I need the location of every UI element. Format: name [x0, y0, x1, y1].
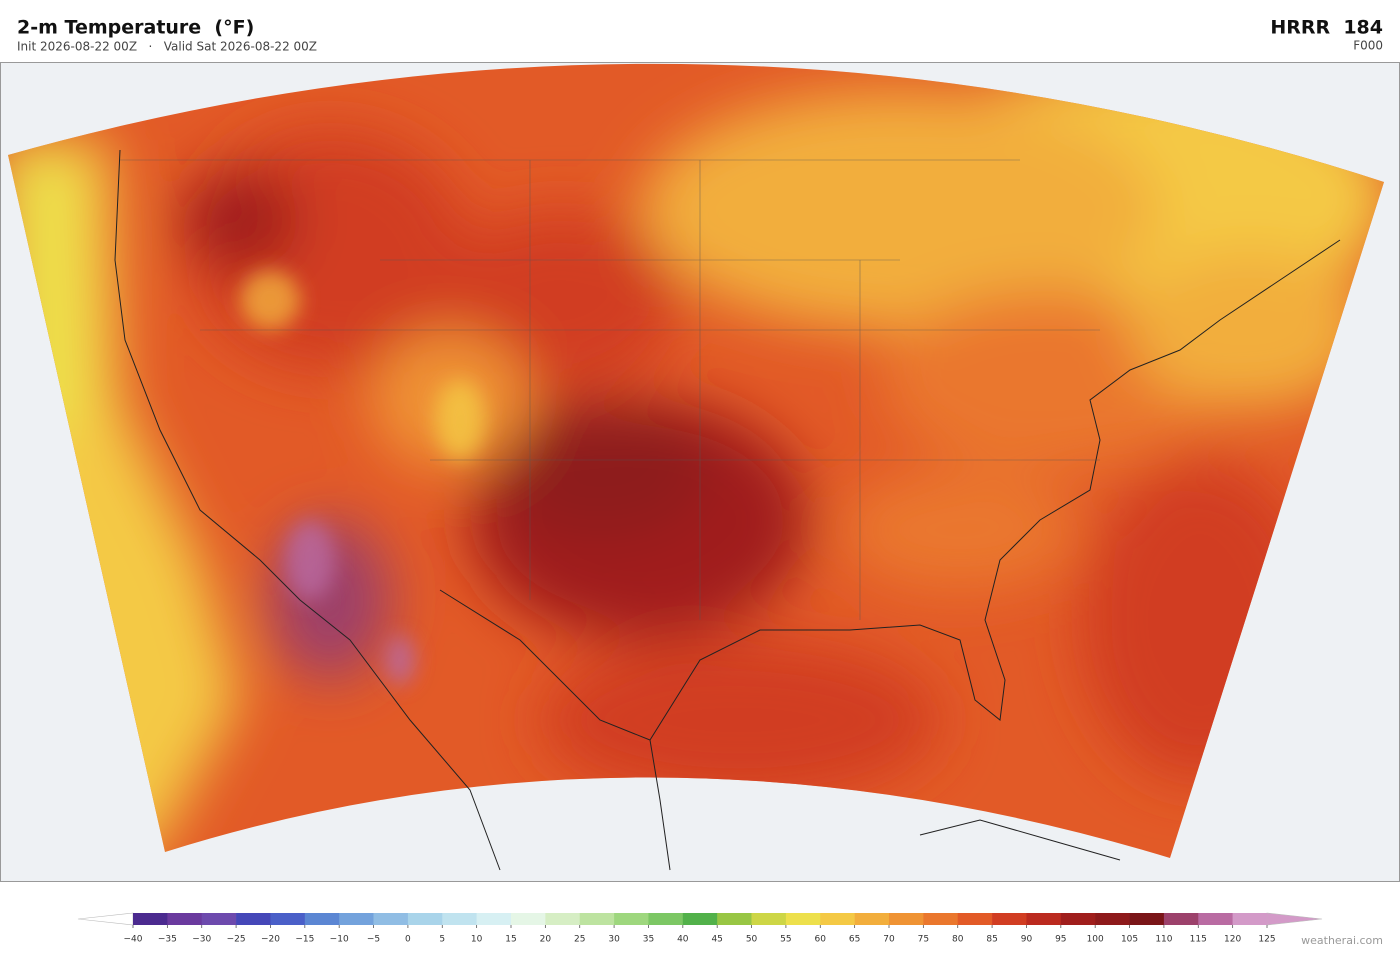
colorbar-bin: [1198, 913, 1233, 925]
colorbar-extend-low: [77, 912, 134, 926]
colorbar-tick-label: 55: [780, 935, 791, 945]
colorbar-bin: [511, 913, 546, 925]
colorbar-tick-label: 60: [815, 935, 827, 945]
map: [0, 62, 1400, 882]
colorbar-bin: [442, 913, 477, 925]
colorbar-tick-label: 15: [505, 935, 516, 945]
colorbar-tick-label: −30: [192, 935, 211, 945]
colorbar-bin: [339, 913, 374, 925]
colorbar-tick-label: 100: [1087, 935, 1104, 945]
colorbar-tick-label: 90: [1021, 935, 1033, 945]
colorbar-bin: [236, 913, 271, 925]
colorbar-tick-label: 115: [1190, 935, 1207, 945]
colorbar-bin: [1095, 913, 1130, 925]
colorbar-bin: [373, 913, 409, 925]
colorbar-tick-label: 70: [883, 935, 895, 945]
colorbar-bin: [751, 913, 787, 925]
colorbar-bin: [1026, 913, 1062, 925]
colorbar-bin: [889, 913, 924, 925]
colorbar-tick-label: 10: [471, 935, 483, 945]
colorbar-bin: [167, 913, 203, 925]
title: 2-m Temperature (°F): [17, 17, 254, 39]
colorbar-tick-label: 0: [405, 935, 411, 945]
colorbar-bin: [1129, 913, 1165, 925]
colorbar-tick-label: 25: [574, 935, 585, 945]
colorbar-tick-label: 75: [918, 935, 929, 945]
colorbar-bin: [820, 913, 855, 925]
colorbar-tick-label: −35: [158, 935, 177, 945]
colorbar-tick-label: −5: [367, 935, 380, 945]
colorbar-tick-label: −10: [330, 935, 349, 945]
colorbar-bin: [1232, 913, 1268, 925]
credit: weatherai.com: [1301, 934, 1383, 947]
colorbar-bin: [1060, 913, 1096, 925]
forecast-hour: F000: [1353, 39, 1383, 53]
colorbar-tick-label: −25: [227, 935, 246, 945]
colorbar-tick-label: 20: [540, 935, 552, 945]
colorbar-tick-label: 30: [608, 935, 620, 945]
model-label: HRRR 184: [1270, 17, 1383, 39]
colorbar-tick-label: 110: [1155, 935, 1172, 945]
colorbar-bin: [476, 913, 512, 925]
colorbar-tick-label: −20: [261, 935, 280, 945]
colorbar-bin: [992, 913, 1027, 925]
colorbar-tick-label: −15: [295, 935, 314, 945]
colorbar-tick-label: 125: [1258, 935, 1275, 945]
colorbar-bin: [407, 913, 443, 925]
colorbar-bin: [304, 913, 340, 925]
coastlines: [114, 149, 1341, 871]
colorbar-tick-label: 40: [677, 935, 689, 945]
colorbar-tick-label: 120: [1224, 935, 1241, 945]
colorbar-tick-label: 5: [439, 935, 445, 945]
colorbar-tick-label: 80: [952, 935, 964, 945]
colorbar-tick-label: 65: [849, 935, 860, 945]
colorbar-extend-high: [1266, 912, 1323, 926]
colorbar-tick-label: 45: [711, 935, 722, 945]
colorbar-bin: [957, 913, 993, 925]
colorbar-bin: [579, 913, 615, 925]
colorbar-bin: [133, 913, 168, 925]
colorbar-bin: [270, 913, 306, 925]
state-borders: [120, 159, 1100, 620]
colorbar-tick-label: 85: [986, 935, 997, 945]
colorbar: −40 −35 −30 −25 −20 −15 −10 −5 0 5 10 15 20 25 30 35 40 4…: [77, 912, 1323, 945]
colorbar-tick-label: 95: [1055, 935, 1066, 945]
colorbar-tick-label: 105: [1121, 935, 1138, 945]
colorbar-bin: [785, 913, 821, 925]
colorbar-bin: [717, 913, 752, 925]
colorbar-bin: [614, 913, 649, 925]
colorbar-bin: [201, 913, 237, 925]
colorbar-tick-label: 50: [746, 935, 758, 945]
colorbar-tick-label: 35: [643, 935, 654, 945]
colorbar-bin: [545, 913, 581, 925]
colorbar-bin: [854, 913, 890, 925]
colorbar-bin: [648, 913, 684, 925]
colorbar-tick-label: −40: [124, 935, 143, 945]
colorbar-bin: [682, 913, 718, 925]
colorbar-bin: [1163, 913, 1199, 925]
colorbar-bin: [923, 913, 959, 925]
subtitle: Init 2026-08-22 00Z · Valid Sat 2026-08-…: [17, 40, 317, 54]
